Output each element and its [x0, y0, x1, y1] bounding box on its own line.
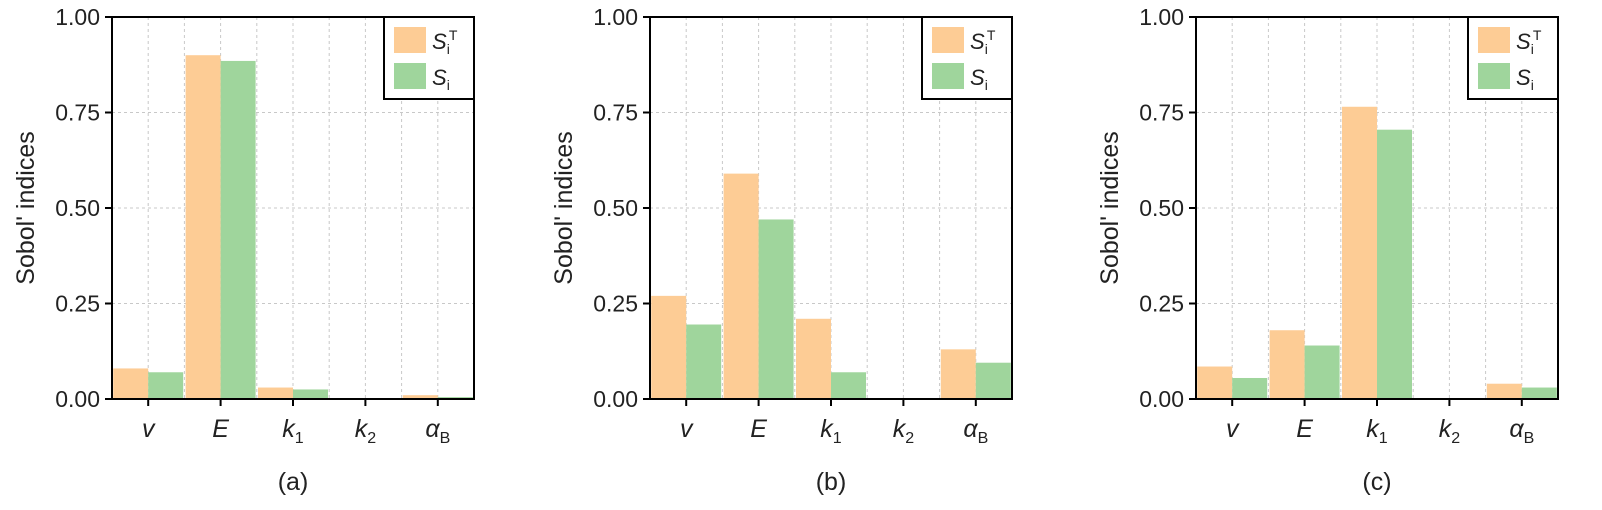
- panel-label: (a): [278, 468, 309, 496]
- bar-total-order: [185, 55, 221, 399]
- y-tick-label: 0.50: [55, 195, 100, 221]
- legend-label: SiT: [432, 27, 458, 57]
- y-tick-label: 0.00: [1139, 386, 1184, 412]
- legend-swatch: [1478, 63, 1510, 89]
- bar-first-order: [1232, 377, 1268, 399]
- bar-total-order: [940, 349, 976, 399]
- legend: SiT Si: [383, 16, 475, 100]
- x-tick-label: αB: [963, 415, 988, 447]
- bar-first-order: [1377, 129, 1412, 399]
- bar-total-order: [651, 295, 687, 399]
- bar-total-order: [1269, 330, 1305, 399]
- x-tick-label: k1: [282, 415, 304, 447]
- x-tick-label: k1: [820, 415, 842, 447]
- x-tick-label: k1: [1366, 415, 1388, 447]
- legend-swatch: [1478, 27, 1510, 53]
- bar-first-order: [831, 372, 866, 399]
- y-axis-label: Sobol' indices: [12, 131, 40, 284]
- panel-label: (c): [1362, 468, 1391, 496]
- legend: SiT Si: [1467, 16, 1559, 100]
- bar-total-order: [796, 318, 831, 399]
- x-tick-label: k2: [355, 415, 377, 447]
- panel-label: (b): [816, 468, 847, 496]
- x-tick-label: E: [212, 415, 229, 443]
- y-tick-label: 0.00: [593, 386, 638, 412]
- bar-first-order: [758, 219, 794, 399]
- bar-total-order: [723, 173, 759, 399]
- y-tick-label: 1.00: [55, 4, 100, 30]
- y-axis-label: Sobol' indices: [550, 131, 578, 284]
- x-tick-label: v: [142, 415, 156, 443]
- x-tick-label: k2: [893, 415, 915, 447]
- x-tick-label: αB: [1509, 415, 1534, 447]
- bar-total-order: [1197, 366, 1233, 399]
- legend-label: Si: [1516, 65, 1534, 93]
- y-axis-label: Sobol' indices: [1096, 131, 1124, 284]
- legend-label: Si: [432, 65, 450, 93]
- bar-total-order: [258, 387, 293, 399]
- legend-label: Si: [970, 65, 988, 93]
- y-tick-label: 0.00: [55, 386, 100, 412]
- bar-first-order: [975, 362, 1011, 399]
- y-tick-label: 0.50: [1139, 195, 1184, 221]
- legend-swatch: [932, 63, 964, 89]
- bar-total-order: [1486, 383, 1522, 399]
- legend-swatch: [394, 63, 426, 89]
- bar-first-order: [220, 60, 256, 400]
- x-tick-label: E: [1296, 415, 1313, 443]
- y-tick-label: 0.75: [55, 100, 100, 126]
- bar-first-order: [293, 389, 328, 399]
- y-tick-label: 1.00: [1139, 4, 1184, 30]
- bar-first-order: [148, 372, 184, 399]
- bar-total-order: [402, 395, 438, 399]
- y-tick-label: 0.25: [1139, 291, 1184, 317]
- y-tick-label: 0.75: [1139, 100, 1184, 126]
- legend-label: SiT: [970, 27, 996, 57]
- x-tick-label: v: [680, 415, 694, 443]
- legend-label: SiT: [1516, 27, 1542, 57]
- bar-first-order: [1521, 387, 1557, 399]
- y-tick-label: 0.50: [593, 195, 638, 221]
- bar-first-order: [1304, 345, 1340, 399]
- y-tick-label: 1.00: [593, 4, 638, 30]
- y-tick-label: 0.75: [593, 100, 638, 126]
- y-tick-label: 0.25: [593, 291, 638, 317]
- bar-total-order: [1342, 106, 1377, 400]
- legend-swatch: [932, 27, 964, 53]
- x-tick-label: v: [1226, 415, 1240, 443]
- x-tick-label: k2: [1439, 415, 1461, 447]
- legend-swatch: [394, 27, 426, 53]
- x-tick-label: E: [750, 415, 767, 443]
- legend: SiT Si: [921, 16, 1013, 100]
- x-tick-label: αB: [425, 415, 450, 447]
- bar-first-order: [686, 324, 722, 399]
- bar-total-order: [113, 368, 149, 399]
- y-tick-label: 0.25: [55, 291, 100, 317]
